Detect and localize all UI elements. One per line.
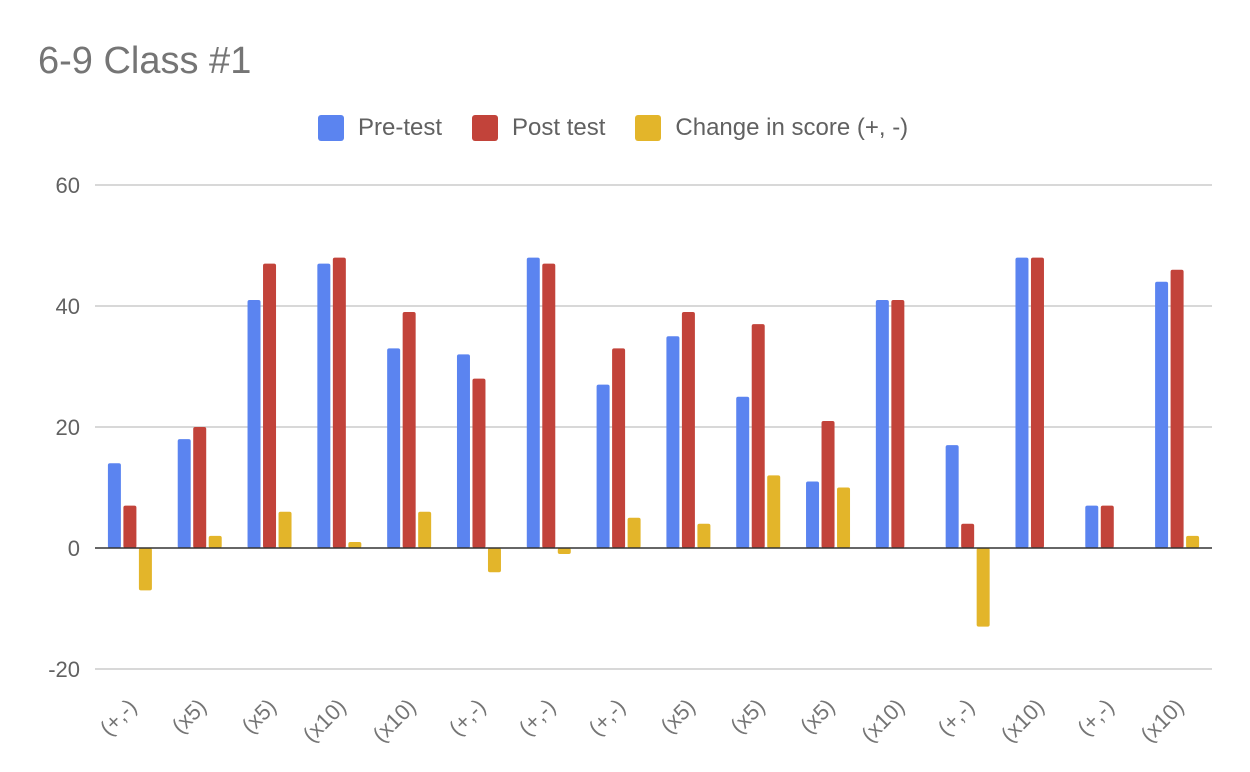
bar (976, 548, 990, 627)
bar (1155, 281, 1169, 548)
y-tick-label: 40 (56, 294, 80, 319)
bar (387, 348, 401, 548)
bar (317, 263, 331, 548)
bar (875, 299, 889, 548)
bar (596, 384, 610, 548)
x-tick-label: (x10) (1136, 694, 1189, 747)
bar (751, 324, 765, 548)
legend-label-change: Change in score (+, -) (675, 114, 909, 141)
y-tick-label: 0 (68, 536, 80, 561)
bar (1100, 505, 1114, 548)
bar (1170, 269, 1184, 548)
bar (767, 475, 781, 548)
bar (945, 445, 959, 548)
legend-item-pre-test: Pre-test (318, 114, 442, 142)
chart-legend: Pre-test Post test Change in score (+, -… (318, 114, 908, 142)
bar (278, 511, 292, 548)
bar (806, 481, 820, 548)
x-tick-label: (x5) (237, 694, 281, 738)
legend-swatch-change (635, 115, 662, 141)
bar (666, 336, 680, 548)
x-tick-label: (+,-) (933, 694, 980, 741)
legend-item-change: Change in score (+, -) (635, 114, 908, 142)
bar (627, 517, 641, 548)
legend-swatch-post-test (472, 115, 499, 141)
bar (681, 312, 695, 548)
y-tick-label: 60 (56, 173, 80, 198)
legend-label-pre-test: Pre-test (358, 114, 443, 141)
bar (487, 548, 501, 573)
x-tick-label: (x5) (725, 694, 769, 738)
legend-item-post-test: Post test (472, 114, 605, 142)
bar (557, 548, 571, 555)
bar (193, 427, 207, 548)
bar (1186, 535, 1200, 548)
x-tick-label: (x10) (996, 694, 1049, 747)
legend-swatch-pre-test (318, 115, 344, 141)
x-tick-label: (x5) (167, 694, 211, 738)
bar (402, 312, 416, 548)
bar (208, 535, 222, 548)
x-tick-label: (+,-) (444, 694, 491, 741)
x-tick-label: (x10) (856, 694, 909, 747)
bar (177, 439, 191, 548)
bar (1085, 505, 1099, 548)
bar (247, 299, 261, 548)
bar (138, 548, 152, 591)
bar (891, 299, 905, 548)
x-tick-label: (+,-) (95, 694, 142, 741)
bar (697, 523, 711, 548)
chart-title: 6-9 Class #1 (38, 40, 252, 82)
bar (612, 348, 626, 548)
bar (961, 523, 975, 548)
bar (348, 541, 362, 548)
bar (1015, 257, 1029, 548)
bar (107, 463, 121, 548)
bar (418, 511, 432, 548)
bar (472, 378, 486, 548)
x-tick-label: (x5) (795, 694, 839, 738)
legend-label-post-test: Post test (512, 114, 606, 141)
bar (821, 420, 835, 548)
x-tick-label: (+,-) (583, 694, 630, 741)
bar (263, 263, 277, 548)
x-tick-label: (x10) (368, 694, 421, 747)
x-tick-label: (x10) (298, 694, 351, 747)
bar (1030, 257, 1044, 548)
y-tick-label: 20 (56, 415, 80, 440)
bar (332, 257, 346, 548)
bar (542, 263, 556, 548)
bar (837, 487, 851, 548)
bar (736, 396, 750, 548)
bar (123, 505, 137, 548)
bar (526, 257, 540, 548)
x-tick-label: (+,-) (514, 694, 561, 741)
bar (456, 354, 470, 548)
x-tick-label: (+,-) (1072, 694, 1119, 741)
y-tick-label: -20 (48, 657, 80, 682)
x-tick-label: (x5) (655, 694, 699, 738)
